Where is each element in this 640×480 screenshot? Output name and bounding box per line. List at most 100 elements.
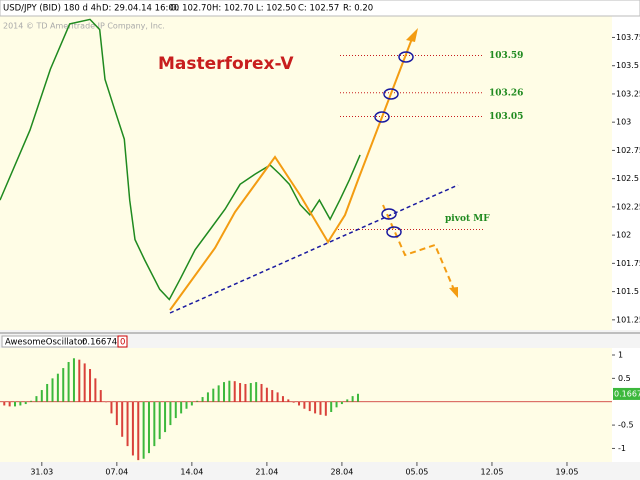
osc-bar [142,401,145,459]
marker-circle [374,111,390,123]
osc-bar [105,401,108,403]
osc-bar [51,378,54,402]
osc-bar [319,401,322,415]
osc-bar [8,401,11,407]
arrow-head [406,28,418,42]
pivot-label: pivot MF [445,214,490,224]
price-pane [0,16,612,330]
osc-bar [223,382,226,402]
y-tick-label: 102.75 [616,146,640,155]
y-tick-label: 102 [616,231,631,240]
price-axis-area [612,16,640,330]
osc-bar [351,396,354,402]
y-tick-label: 101.25 [616,315,640,324]
osc-bar [190,401,193,406]
oscillator-pane [0,348,612,462]
header-field: C: 102.57 [298,4,339,14]
header-field: H: 102.70 [212,4,254,14]
marker-circle [386,226,402,238]
x-tick-label: 28.04 [330,468,353,477]
osc-bar [72,358,75,402]
osc-bar [287,399,290,402]
osc-bar [314,401,317,414]
y-tick-label: 101.75 [616,259,640,268]
current-tag [613,387,640,400]
osc-bar [40,390,43,402]
header-field: D: 29.04.14 16:00 [102,4,179,14]
osc-bar [46,383,49,402]
osc-bar [121,401,124,437]
osc-bar [276,392,279,402]
osc-current: 0.166744 [82,338,123,348]
x-tick-label: 07.04 [105,468,128,477]
y-tick-label: 1 [618,351,623,360]
osc-bar [174,401,177,419]
osc-bar [233,381,236,402]
annotations [169,28,459,314]
osc-bar [14,401,17,407]
osc-bar [185,401,188,409]
marker-circle [398,51,414,63]
osc-bar [346,399,349,402]
osc-bar [292,401,295,403]
y-tick-label: 0.5 [618,374,631,383]
y-tick-label: 103.75 [616,33,640,42]
osc-bar [308,401,311,412]
marker-circle [381,208,397,220]
osc-bar [249,383,252,402]
osc-bar [169,401,172,426]
osc-bar [239,383,242,402]
osc-bar [83,363,86,402]
header-field: O: 102.70 [170,4,212,14]
osc-bar [131,401,134,456]
trend-line [169,184,459,314]
osc-bar [24,401,27,405]
y-tick-label: 103.5 [616,61,639,70]
level-label: 103.26 [489,88,523,98]
level-label: 103.59 [489,51,523,61]
osc-bar [271,390,274,402]
osc-bar [196,400,199,402]
osc-flag-box [117,335,128,348]
osc-bar [335,401,338,408]
osc-bar [356,393,359,402]
osc-bar [206,392,209,402]
osc-bar [164,401,167,433]
x-tick-label: 19.05 [556,468,579,477]
osc-bar [340,401,343,405]
x-tick-label: 05.05 [405,468,428,477]
osc-bar [255,382,258,402]
osc-bar [324,401,327,416]
osc-bar [201,397,204,402]
header-field: R: 0.20 [343,4,373,14]
osc-bar [56,373,59,402]
watermark: 2014 © TD Ameritrade IP Company, Inc. [3,22,165,31]
osc-bar [115,401,118,426]
chart-title: Masterforex-V [158,54,294,74]
osc-bar [260,383,263,402]
y-tick-label: 102.5 [616,174,639,183]
y-tick-label: 103 [616,118,631,127]
header-bar [0,0,640,17]
osc-bar [147,401,150,454]
y-tick-label: 102.25 [616,202,640,211]
y-tick-label: 103.25 [616,89,640,98]
x-tick-label: 31.03 [30,468,53,477]
osc-bar [110,401,113,414]
osc-bar [217,385,220,402]
osc-bar [228,380,231,402]
osc-name: AwesomeOscillator [5,338,86,348]
symbol: USD/JPY (BID) 180 d 4h [3,4,101,14]
osc-bar [330,401,333,413]
x-tick-label: 14.04 [180,468,203,477]
osc-bar [281,396,284,402]
osc-bar [126,401,129,447]
osc-bar [3,401,6,406]
marker-circle [383,88,399,100]
osc-bar [30,400,33,402]
forecast-line [382,204,456,293]
osc-bar [153,401,156,447]
osc-bar [137,401,140,461]
osc-bar [158,401,161,440]
